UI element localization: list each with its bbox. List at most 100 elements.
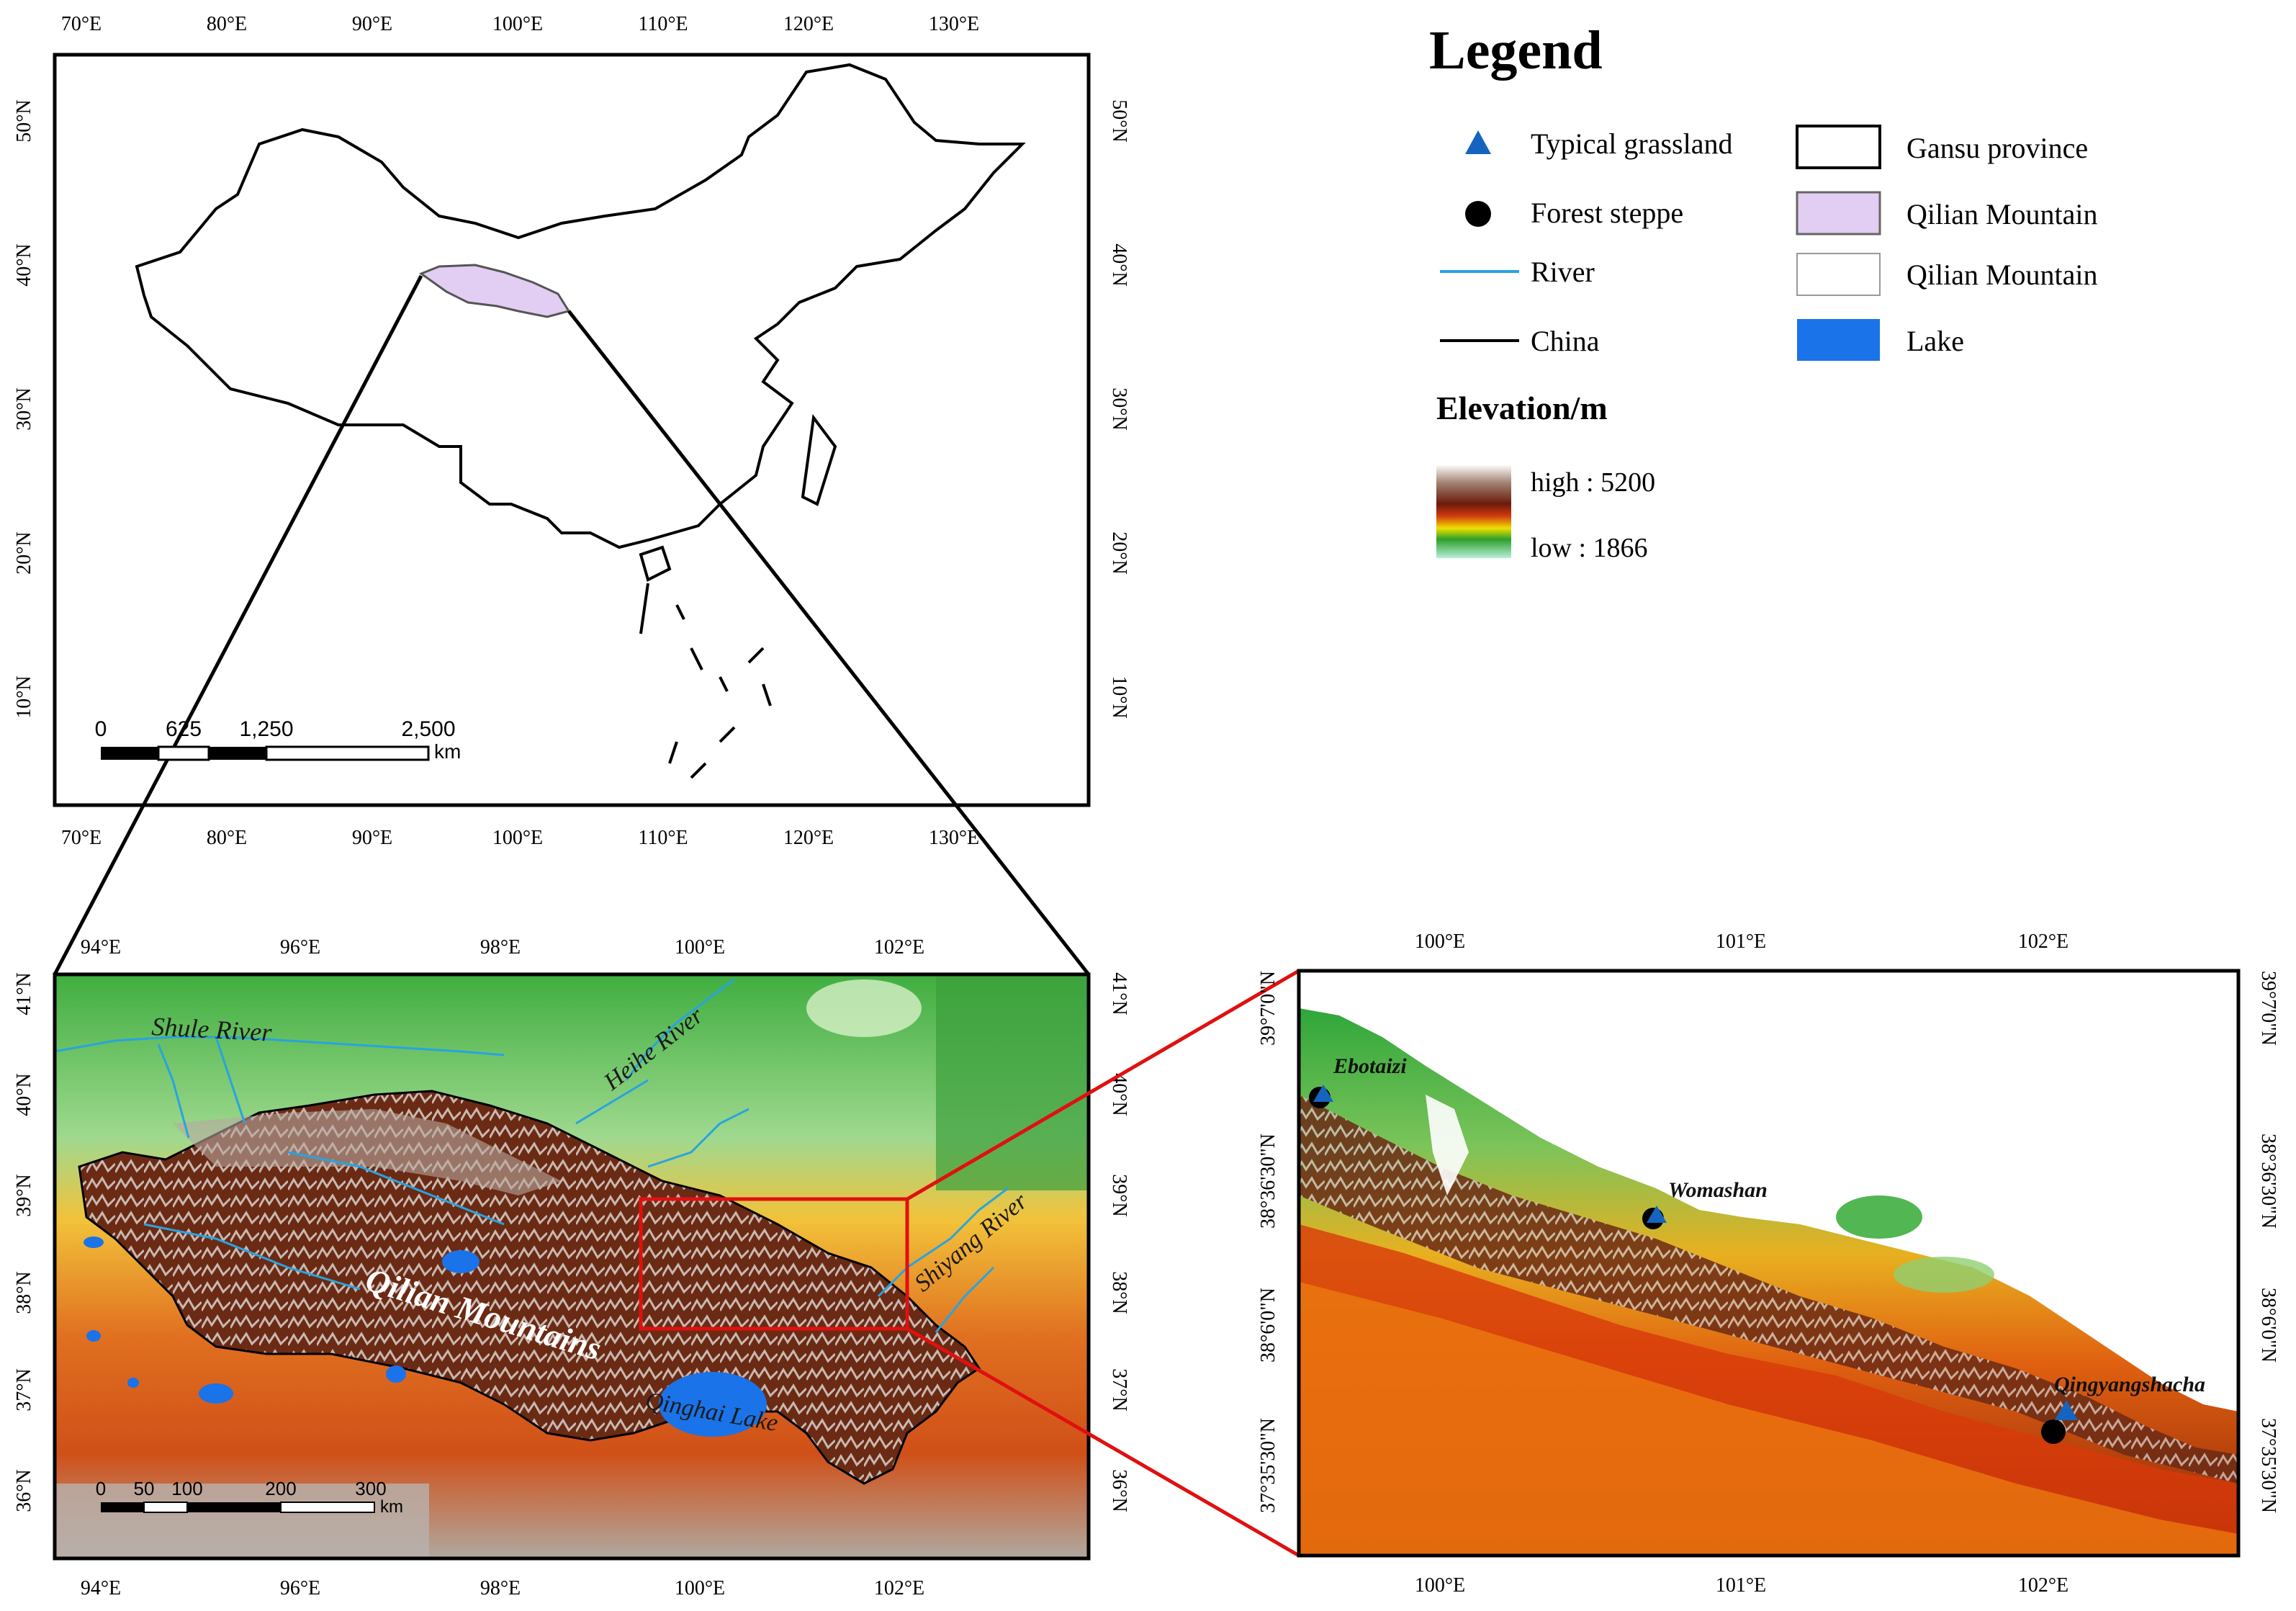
site-qingyangshacha	[2041, 1400, 2078, 1444]
lake-box-icon	[1797, 319, 1880, 361]
overview-lat-label: 20°N	[1108, 531, 1130, 574]
legend-item-gansu: Gansu province	[1906, 132, 2088, 164]
detail-lon-label: 101°E	[1716, 1574, 1766, 1597]
region-scale-tick: 0	[96, 1478, 106, 1499]
region-lon-label: 100°E	[675, 936, 725, 959]
study-area-box	[639, 1197, 909, 1331]
detail-map-frame	[1297, 969, 2241, 1558]
gansu-box-icon	[1796, 125, 1881, 169]
region-lat-label: 40°N	[13, 1073, 35, 1116]
detail-lon-label: 101°E	[1716, 930, 1766, 953]
overview-scale-unit: km	[434, 740, 461, 763]
elevation-low-label: low : 1866	[1531, 533, 1648, 563]
overview-scale-bar: 0 625 1,250 2,500 km	[95, 717, 462, 763]
overview-lon-label: 90°E	[352, 13, 392, 35]
region-scale-tick: 300	[355, 1478, 386, 1499]
legend-item-qilian-outline: Qilian Mountain	[1906, 259, 2098, 291]
detail-lon-label: 102°E	[2018, 1574, 2068, 1597]
region-lon-label: 96°E	[280, 1577, 320, 1599]
overview-lat-label: 10°N	[13, 676, 35, 718]
region-scale-tick: 50	[134, 1478, 155, 1499]
detail-lat-label: 37°35'30"N	[2257, 1418, 2279, 1513]
legend-title: Legend	[1429, 20, 1603, 81]
river-network	[55, 978, 1009, 1333]
region-lat-label: 36°N	[13, 1469, 35, 1512]
overview-scale-tick: 0	[95, 717, 107, 741]
south-china-sea-islands	[639, 583, 772, 779]
region-lon-label: 98°E	[480, 1577, 521, 1599]
site-ebotaizi	[1309, 1085, 1333, 1108]
detail-connector-bottom	[906, 1327, 1300, 1558]
legend-item-typical-grassland: Typical grassland	[1531, 127, 1732, 160]
region-lat-label: 36°N	[1108, 1469, 1130, 1512]
overview-lon-label: 110°E	[638, 827, 688, 849]
site-womashan	[1642, 1206, 1667, 1229]
region-lat-label: 39°N	[13, 1174, 35, 1216]
region-scale-tick: 100	[171, 1478, 202, 1499]
triangle-icon	[1465, 130, 1491, 154]
elevation-high-label: high : 5200	[1531, 467, 1655, 498]
qilian-filled-box-icon	[1796, 191, 1881, 235]
circle-icon	[1465, 201, 1491, 227]
detail-lat-label: 38°6'0"N	[1257, 1288, 1279, 1363]
region-lat-label: 38°N	[1108, 1271, 1130, 1314]
region-lat-label: 41°N	[13, 972, 35, 1015]
region-lon-label: 102°E	[874, 936, 924, 959]
region-lon-label: 94°E	[81, 936, 121, 959]
legend-item-lake: Lake	[1906, 325, 1964, 357]
overview-lon-label: 70°E	[61, 13, 102, 35]
overview-lon-label: 130°E	[929, 13, 979, 35]
taiwan-outline	[801, 413, 837, 506]
region-lat-label: 41°N	[1108, 972, 1130, 1015]
detail-lat-label: 38°36'30"N	[1257, 1134, 1279, 1229]
detail-map: Ebotaizi Womashan Qingyangshacha 100°E 1…	[1257, 930, 2279, 1597]
china-outline	[135, 63, 1026, 549]
lakes	[84, 1237, 767, 1437]
hainan-outline	[639, 545, 672, 582]
legend: Legend Typical grassland Forest steppe R…	[1429, 20, 2098, 563]
detail-lat-label: 38°36'30"N	[2257, 1134, 2279, 1229]
qinghai-lake	[659, 1372, 767, 1437]
detail-lon-label: 100°E	[1415, 930, 1465, 953]
overview-scale-tick: 1,250	[239, 717, 293, 741]
region-lon-label: 100°E	[675, 1577, 725, 1599]
detail-lat-label: 39°7'0"N	[1257, 971, 1279, 1046]
region-map-frame	[53, 972, 1091, 1561]
region-lat-label: 38°N	[13, 1271, 35, 1314]
detail-lat-label: 39°7'0"N	[2257, 971, 2279, 1046]
elevation-ramp	[1436, 465, 1511, 558]
region-lon-label: 94°E	[81, 1577, 121, 1599]
detail-connector-top	[906, 969, 1300, 1201]
elevation-title: Elevation/m	[1436, 390, 1608, 426]
qilian-outline-box-icon	[1796, 253, 1881, 296]
site-label-womashan: Womashan	[1668, 1178, 1768, 1202]
overview-lat-label: 40°N	[1108, 243, 1130, 286]
region-scale-unit: km	[380, 1497, 403, 1517]
overview-map: 0 625 1,250 2,500 km 70°E 80°E 90°E 100°…	[13, 13, 1130, 976]
region-lon-label: 102°E	[874, 1577, 924, 1599]
region-lat-label: 39°N	[1108, 1174, 1130, 1216]
overview-lat-label: 10°N	[1108, 676, 1130, 718]
legend-item-river: River	[1531, 256, 1595, 288]
detail-lon-label: 102°E	[2018, 930, 2068, 953]
detail-lon-label: 100°E	[1415, 1574, 1465, 1597]
site-label-ebotaizi: Ebotaizi	[1333, 1054, 1407, 1078]
overview-lat-label: 20°N	[13, 531, 35, 574]
overview-lon-label: 120°E	[783, 13, 834, 35]
region-map: 0 50 100 200 300 km Shule River Heihe Ri…	[13, 936, 1130, 1599]
overview-lat-label: 30°N	[1108, 387, 1130, 430]
site-label-qingyangshacha: Qingyangshacha	[2054, 1373, 2205, 1396]
overview-lon-label: 120°E	[783, 827, 834, 849]
detail-lat-label: 37°35'30"N	[1257, 1418, 1279, 1513]
zoom-line-right	[567, 310, 1090, 976]
detail-lat-label: 38°6'0"N	[2257, 1288, 2279, 1363]
legend-item-forest-steppe: Forest steppe	[1531, 197, 1683, 229]
region-lon-label: 96°E	[280, 936, 320, 959]
overview-scale-tick: 625	[166, 717, 202, 741]
region-scale-bar: 0 50 100 200 300 km	[96, 1478, 403, 1517]
overview-lon-label: 100°E	[492, 827, 543, 849]
overview-scale-tick: 2,500	[401, 717, 455, 741]
overview-lon-label: 70°E	[61, 827, 102, 849]
region-lat-label: 37°N	[1108, 1368, 1130, 1411]
